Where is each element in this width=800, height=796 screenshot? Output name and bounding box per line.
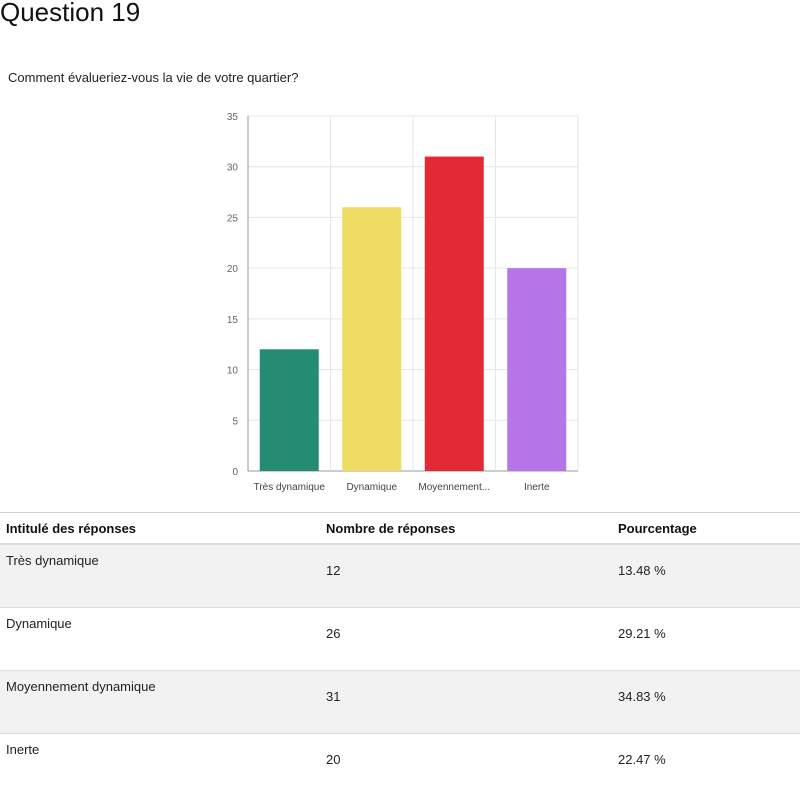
header-percent: Pourcentage	[612, 513, 800, 545]
y-tick-label: 10	[227, 366, 239, 377]
y-tick-label: 15	[227, 315, 239, 326]
row-count: 31	[320, 671, 612, 734]
x-tick-label: Dynamique	[346, 482, 397, 493]
table-row: Dynamique 26 29.21 %	[0, 608, 800, 671]
table-row: Très dynamique 12 13.48 %	[0, 544, 800, 608]
row-percent: 13.48 %	[612, 544, 800, 608]
bar	[342, 207, 401, 471]
y-tick-label: 25	[227, 213, 239, 224]
y-axis-ticks: 0 5 10 15 20 25 30 35	[227, 112, 239, 478]
row-count: 20	[320, 734, 612, 796]
row-label: Moyennement dynamique	[0, 671, 320, 734]
results-table: Intitulé des réponses Nombre de réponses…	[0, 512, 800, 796]
x-tick-label: Très dynamique	[254, 482, 326, 493]
row-label: Très dynamique	[0, 544, 320, 608]
row-label: Dynamique	[0, 608, 320, 671]
table-row: Inerte 20 22.47 %	[0, 734, 800, 796]
bar	[260, 349, 319, 471]
y-tick-label: 20	[227, 264, 239, 275]
row-percent: 22.47 %	[612, 734, 800, 796]
table-row: Moyennement dynamique 31 34.83 %	[0, 671, 800, 734]
y-tick-label: 5	[232, 416, 238, 427]
table-header-row: Intitulé des réponses Nombre de réponses…	[0, 513, 800, 545]
x-tick-label: Inerte	[524, 482, 550, 493]
row-count: 26	[320, 608, 612, 671]
bar	[507, 268, 566, 471]
header-label: Intitulé des réponses	[0, 513, 320, 545]
y-tick-label: 0	[232, 467, 238, 478]
y-tick-label: 35	[227, 112, 239, 123]
row-count: 12	[320, 544, 612, 608]
row-label: Inerte	[0, 734, 320, 796]
header-count: Nombre de réponses	[320, 513, 612, 545]
bar	[425, 157, 484, 471]
row-percent: 34.83 %	[612, 671, 800, 734]
x-tick-label: Moyennement...	[418, 482, 490, 493]
row-percent: 29.21 %	[612, 608, 800, 671]
x-axis-ticks: Très dynamique Dynamique Moyennement... Ine…	[254, 482, 550, 493]
y-tick-label: 30	[227, 163, 239, 174]
bar-chart: 0 5 10 15 20 25 30 35 Très dynamique Dynamique Mo…	[0, 0, 800, 500]
